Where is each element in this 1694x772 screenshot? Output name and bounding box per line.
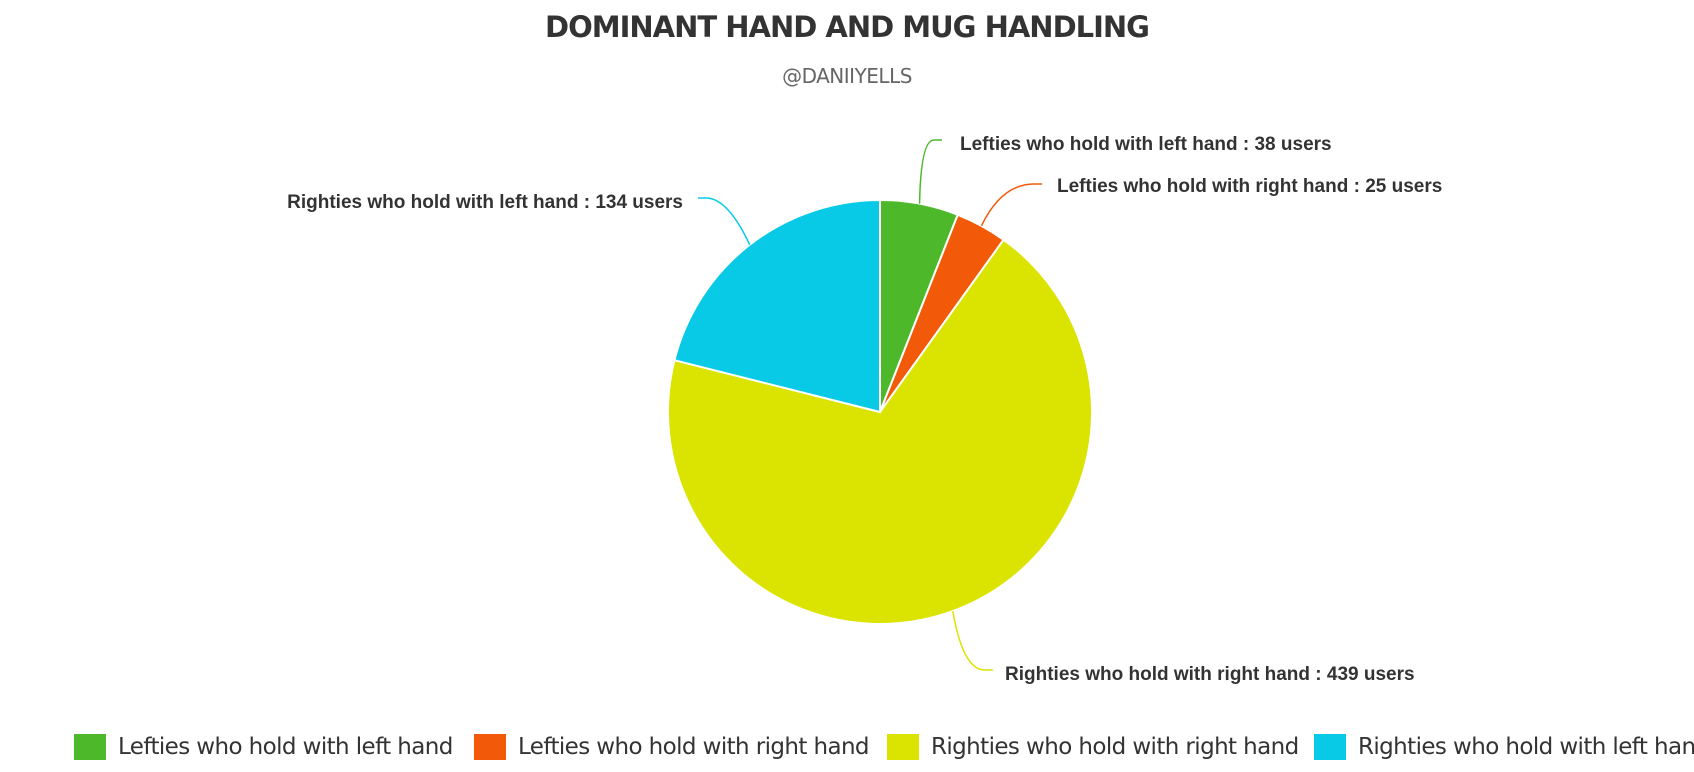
data-label: Righties who hold with right hand : 439 … [1005, 664, 1415, 685]
legend-item-righties-left[interactable]: Righties who hold with left hand [1314, 729, 1694, 765]
legend-item-lefties-left[interactable]: Lefties who hold with left hand [74, 729, 453, 765]
pie-chart: Lefties who hold with left hand : 38 use… [287, 134, 1442, 685]
legend-swatch [74, 734, 106, 760]
legend-swatch [1314, 734, 1346, 760]
chart-title: DOMINANT HAND AND MUG HANDLING [545, 10, 1150, 44]
data-label: Righties who hold with left hand : 134 u… [287, 192, 683, 213]
legend-swatch [887, 734, 919, 760]
legend-item-lefties-right[interactable]: Lefties who hold with right hand [474, 729, 870, 765]
data-label-connector [980, 183, 1042, 227]
chart-subtitle: @DANIIYELLS [782, 64, 912, 88]
legend-label: Righties who hold with left hand [1358, 734, 1694, 760]
data-label: Lefties who hold with right hand : 25 us… [1057, 176, 1442, 197]
data-label-connector [918, 139, 942, 204]
data-label: Lefties who hold with left hand : 38 use… [960, 134, 1332, 155]
legend: Lefties who hold with left hand Lefties … [0, 729, 1694, 765]
legend-label: Lefties who hold with right hand [518, 734, 870, 760]
data-label-connector [698, 197, 751, 246]
legend-swatch [474, 734, 506, 760]
data-label-connector [952, 610, 993, 671]
legend-label: Lefties who hold with left hand [118, 734, 453, 760]
legend-label: Righties who hold with right hand [931, 734, 1299, 760]
legend-item-righties-right[interactable]: Righties who hold with right hand [887, 729, 1299, 765]
